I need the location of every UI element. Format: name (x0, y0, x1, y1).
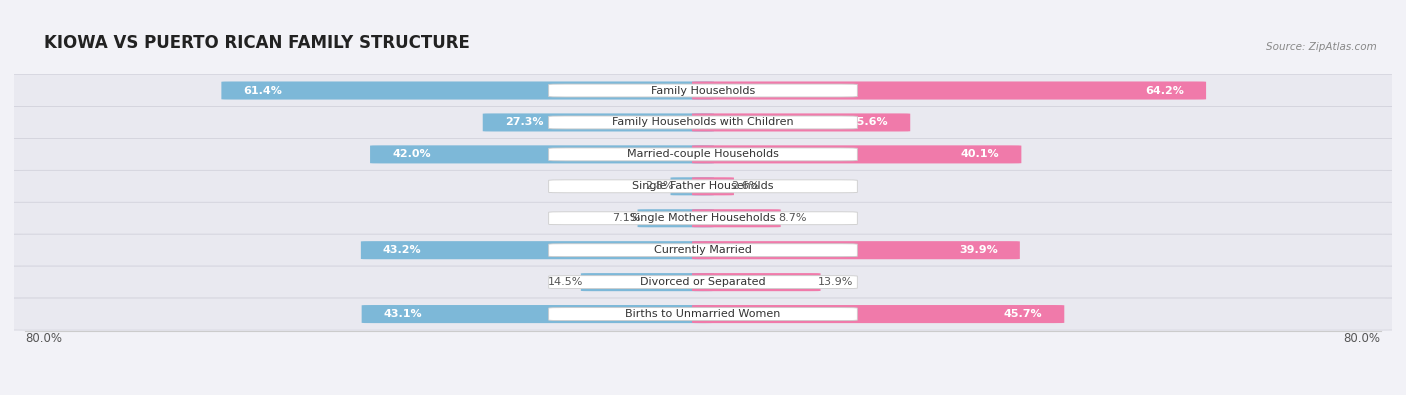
Text: Family Households with Children: Family Households with Children (612, 117, 794, 128)
Text: 80.0%: 80.0% (25, 333, 62, 346)
FancyBboxPatch shape (361, 305, 714, 323)
Text: 2.6%: 2.6% (731, 181, 759, 191)
Text: 27.3%: 27.3% (505, 117, 543, 128)
Text: 61.4%: 61.4% (243, 85, 283, 96)
FancyBboxPatch shape (548, 180, 858, 193)
Text: Source: ZipAtlas.com: Source: ZipAtlas.com (1265, 41, 1376, 52)
Text: Single Mother Households: Single Mother Households (630, 213, 776, 223)
Text: Currently Married: Currently Married (654, 245, 752, 255)
FancyBboxPatch shape (548, 244, 858, 257)
FancyBboxPatch shape (692, 305, 1064, 323)
Text: 45.7%: 45.7% (1004, 309, 1042, 319)
FancyBboxPatch shape (637, 209, 714, 227)
Text: Single Father Households: Single Father Households (633, 181, 773, 191)
Text: 39.9%: 39.9% (959, 245, 998, 255)
FancyBboxPatch shape (692, 177, 734, 196)
FancyBboxPatch shape (581, 273, 714, 291)
Text: 40.1%: 40.1% (960, 149, 1000, 160)
Text: 13.9%: 13.9% (818, 277, 853, 287)
Text: 2.8%: 2.8% (645, 181, 673, 191)
FancyBboxPatch shape (482, 113, 714, 132)
FancyBboxPatch shape (8, 266, 1398, 298)
FancyBboxPatch shape (548, 308, 858, 320)
Text: Divorced or Separated: Divorced or Separated (640, 277, 766, 287)
Text: 14.5%: 14.5% (548, 277, 583, 287)
Text: 7.1%: 7.1% (612, 213, 640, 223)
FancyBboxPatch shape (692, 209, 780, 227)
FancyBboxPatch shape (221, 81, 714, 100)
Text: KIOWA VS PUERTO RICAN FAMILY STRUCTURE: KIOWA VS PUERTO RICAN FAMILY STRUCTURE (45, 34, 470, 52)
Text: 43.1%: 43.1% (384, 309, 422, 319)
FancyBboxPatch shape (8, 298, 1398, 330)
Text: Births to Unmarried Women: Births to Unmarried Women (626, 309, 780, 319)
FancyBboxPatch shape (361, 241, 714, 259)
FancyBboxPatch shape (8, 202, 1398, 234)
FancyBboxPatch shape (692, 241, 1019, 259)
FancyBboxPatch shape (548, 116, 858, 129)
FancyBboxPatch shape (692, 273, 821, 291)
FancyBboxPatch shape (548, 212, 858, 225)
Text: Family Households: Family Households (651, 85, 755, 96)
FancyBboxPatch shape (692, 145, 1021, 164)
FancyBboxPatch shape (8, 234, 1398, 266)
FancyBboxPatch shape (548, 148, 858, 161)
FancyBboxPatch shape (8, 170, 1398, 202)
FancyBboxPatch shape (671, 177, 714, 196)
FancyBboxPatch shape (692, 113, 910, 132)
Text: 43.2%: 43.2% (382, 245, 422, 255)
Text: 64.2%: 64.2% (1144, 85, 1184, 96)
FancyBboxPatch shape (548, 84, 858, 97)
Text: 42.0%: 42.0% (392, 149, 430, 160)
Text: Married-couple Households: Married-couple Households (627, 149, 779, 160)
FancyBboxPatch shape (548, 276, 858, 289)
Text: 80.0%: 80.0% (1344, 333, 1381, 346)
FancyBboxPatch shape (8, 75, 1398, 107)
Text: 25.6%: 25.6% (849, 117, 889, 128)
FancyBboxPatch shape (370, 145, 714, 164)
FancyBboxPatch shape (8, 138, 1398, 170)
FancyBboxPatch shape (692, 81, 1206, 100)
Text: 8.7%: 8.7% (778, 213, 807, 223)
FancyBboxPatch shape (8, 106, 1398, 139)
